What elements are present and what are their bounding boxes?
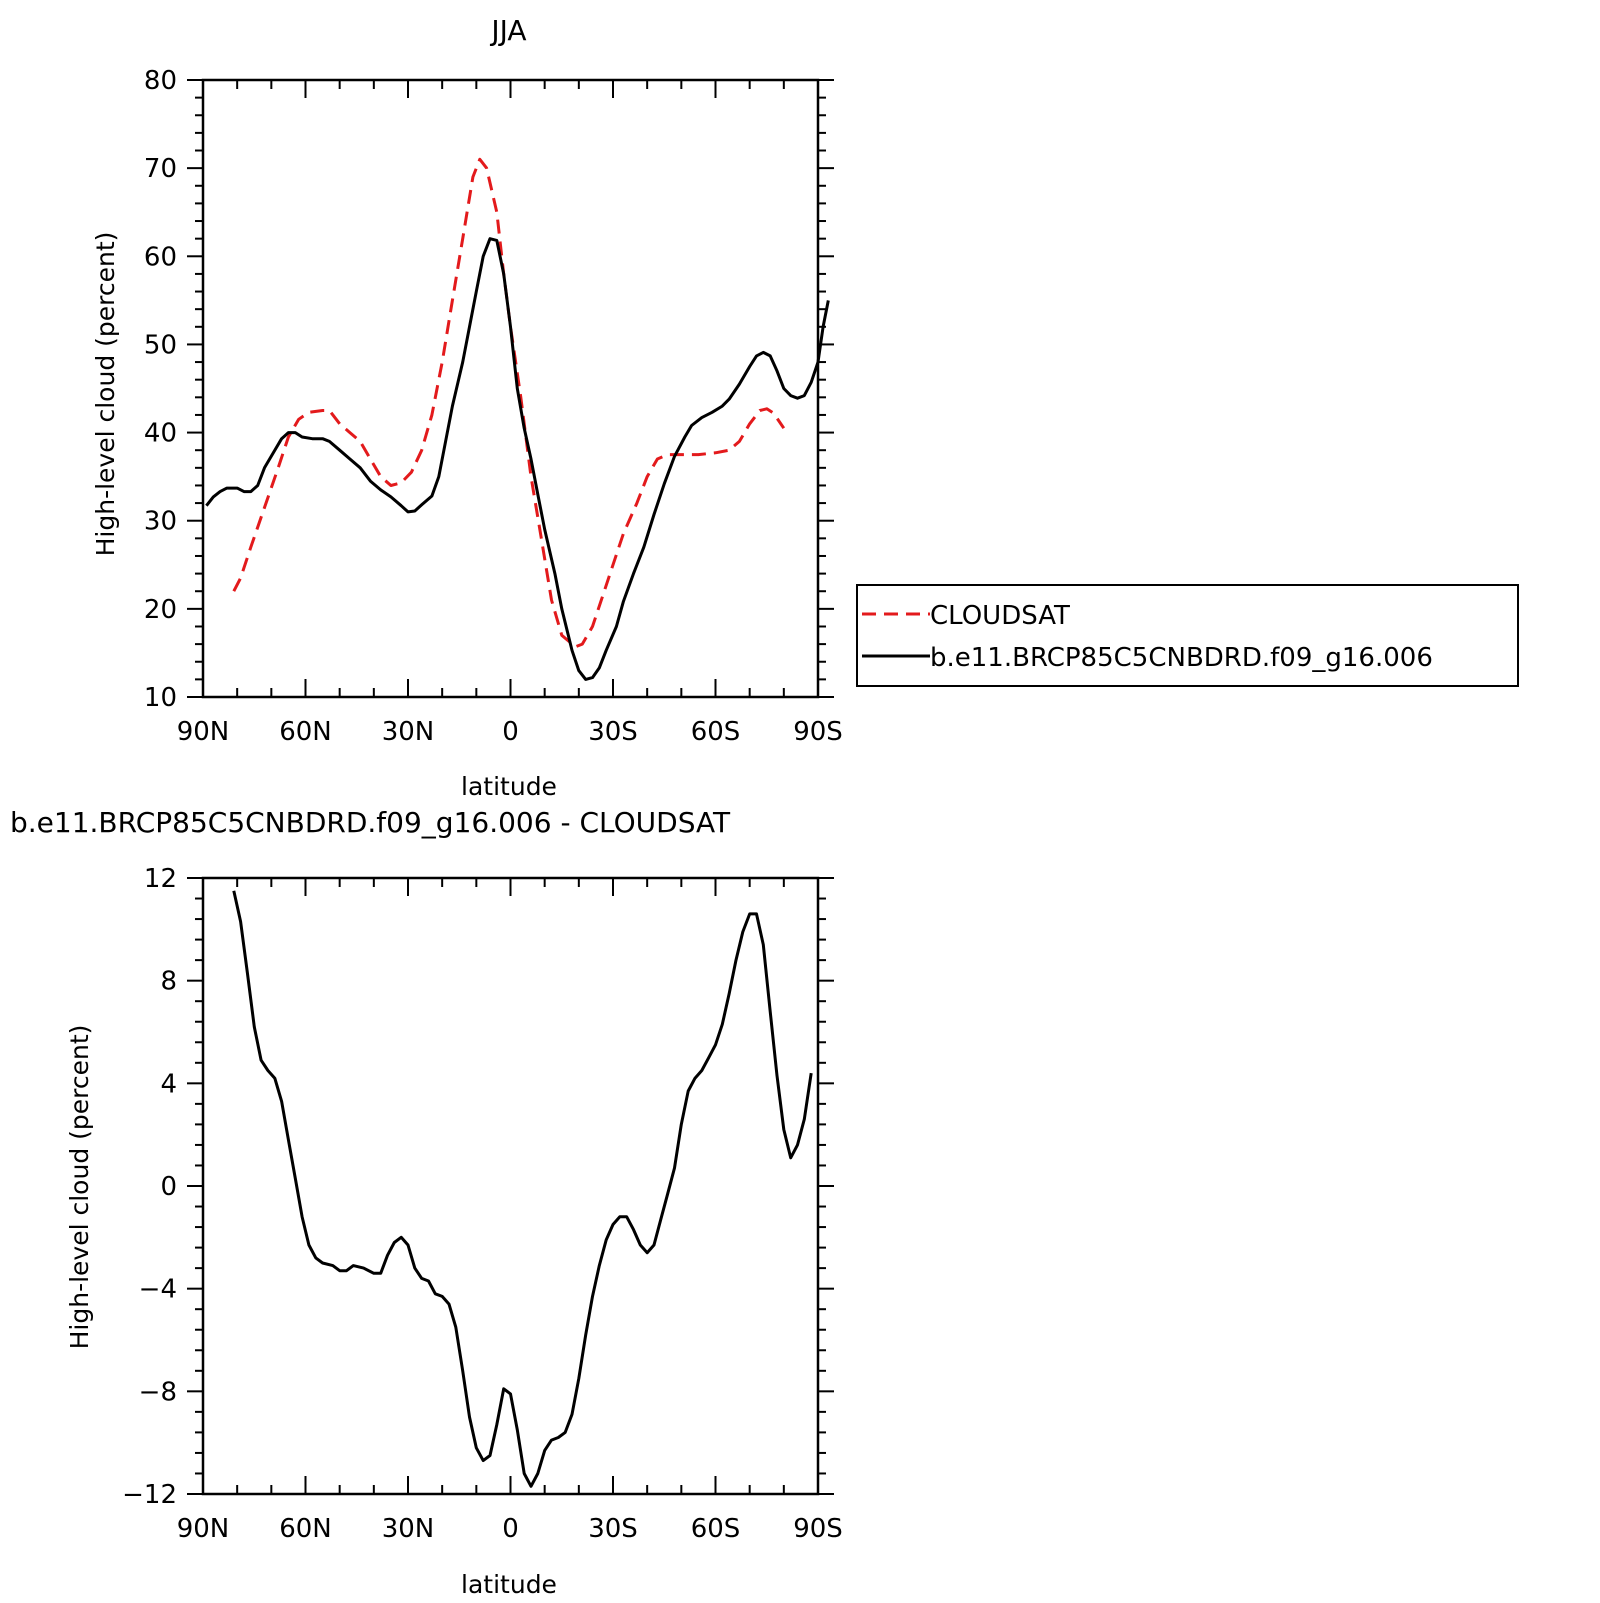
top-panel-series — [205, 157, 830, 681]
legend-label-model: b.e11.BRCP85C5CNBDRD.f09_g16.006 — [930, 643, 1433, 673]
top-panel-y-tick-label: 10 — [144, 683, 177, 713]
top-panel-x-tick-label: 60S — [691, 717, 741, 747]
top-panel-x-tick-label: 60N — [279, 717, 332, 747]
top-panel-series-line-0 — [232, 157, 786, 649]
bottom-panel-x-tick-label: 30S — [588, 1514, 638, 1544]
top-panel-x-tick-label: 90S — [793, 717, 843, 747]
bottom-panel-x-axis-label: latitude — [461, 1570, 557, 1599]
legend: CLOUDSAT b.e11.BRCP85C5CNBDRD.f09_g16.00… — [856, 584, 1519, 687]
bottom-panel-series-line-0 — [232, 890, 813, 1488]
bottom-panel-x-tick-label: 0 — [502, 1514, 519, 1544]
top-panel-y-axis-label: High-level cloud (percent) — [91, 232, 120, 557]
bottom-panel-x-tick-label: 90N — [177, 1514, 230, 1544]
bottom-panel-y-tick-label: 4 — [160, 1069, 177, 1099]
top-panel-title: JJA — [489, 14, 526, 47]
bottom-panel-y-tick-label: −8 — [139, 1377, 177, 1407]
top-panel-series-line-1 — [205, 237, 830, 681]
bottom-panel-y-tick-label: 8 — [160, 967, 177, 997]
bottom-panel-series — [232, 890, 813, 1488]
top-panel-plot-frame — [201, 78, 820, 699]
top-panel-y-tick-label: 20 — [144, 595, 177, 625]
top-panel-y-tick-label: 80 — [144, 66, 177, 96]
bottom-panel-x-tick-label: 30N — [382, 1514, 435, 1544]
legend-label-cloudsat: CLOUDSAT — [930, 601, 1070, 631]
top-panel-ticks: 90N 60N 30N 0 30S 60S 90S 10 20 30 40 50 60 70 80 — [144, 66, 843, 747]
bottom-panel-x-tick-label: 60N — [279, 1514, 332, 1544]
top-panel-y-tick-label: 50 — [144, 330, 177, 360]
bottom-panel-plot-frame — [201, 876, 820, 1496]
bottom-panel-y-tick-label: 12 — [144, 864, 177, 894]
top-panel-y-tick-label: 30 — [144, 507, 177, 537]
legend-box — [856, 584, 1519, 687]
bottom-panel-x-tick-label: 60S — [691, 1514, 741, 1544]
top-panel-x-tick-label: 30S — [588, 717, 638, 747]
top-panel-x-tick-label: 30N — [382, 717, 435, 747]
top-panel-y-tick-label: 40 — [144, 419, 177, 449]
top-panel-x-tick-label: 90N — [177, 717, 230, 747]
bottom-panel-ticks: 90N 60N 30N 0 30S 60S 90S −12 −8 −4 0 4 8 12 — [122, 864, 843, 1544]
bottom-panel: b.e11.BRCP85C5CNBDRD.f09_g16.006 - CLOUD… — [10, 806, 843, 1599]
top-panel-x-axis-label: latitude — [461, 772, 557, 801]
bottom-panel-y-tick-label: −4 — [139, 1275, 177, 1305]
bottom-panel-x-tick-label: 90S — [793, 1514, 843, 1544]
top-panel-x-tick-label: 0 — [502, 717, 519, 747]
bottom-panel-y-axis-label: High-level cloud (percent) — [65, 1025, 94, 1350]
top-panel-y-tick-label: 60 — [144, 242, 177, 272]
top-panel: JJA High-level cloud (percent) latitude … — [91, 14, 843, 801]
bottom-panel-y-tick-label: −12 — [122, 1480, 177, 1510]
top-panel-y-tick-label: 70 — [144, 154, 177, 184]
bottom-panel-title: b.e11.BRCP85C5CNBDRD.f09_g16.006 - CLOUD… — [10, 806, 731, 839]
bottom-panel-y-tick-label: 0 — [160, 1172, 177, 1202]
